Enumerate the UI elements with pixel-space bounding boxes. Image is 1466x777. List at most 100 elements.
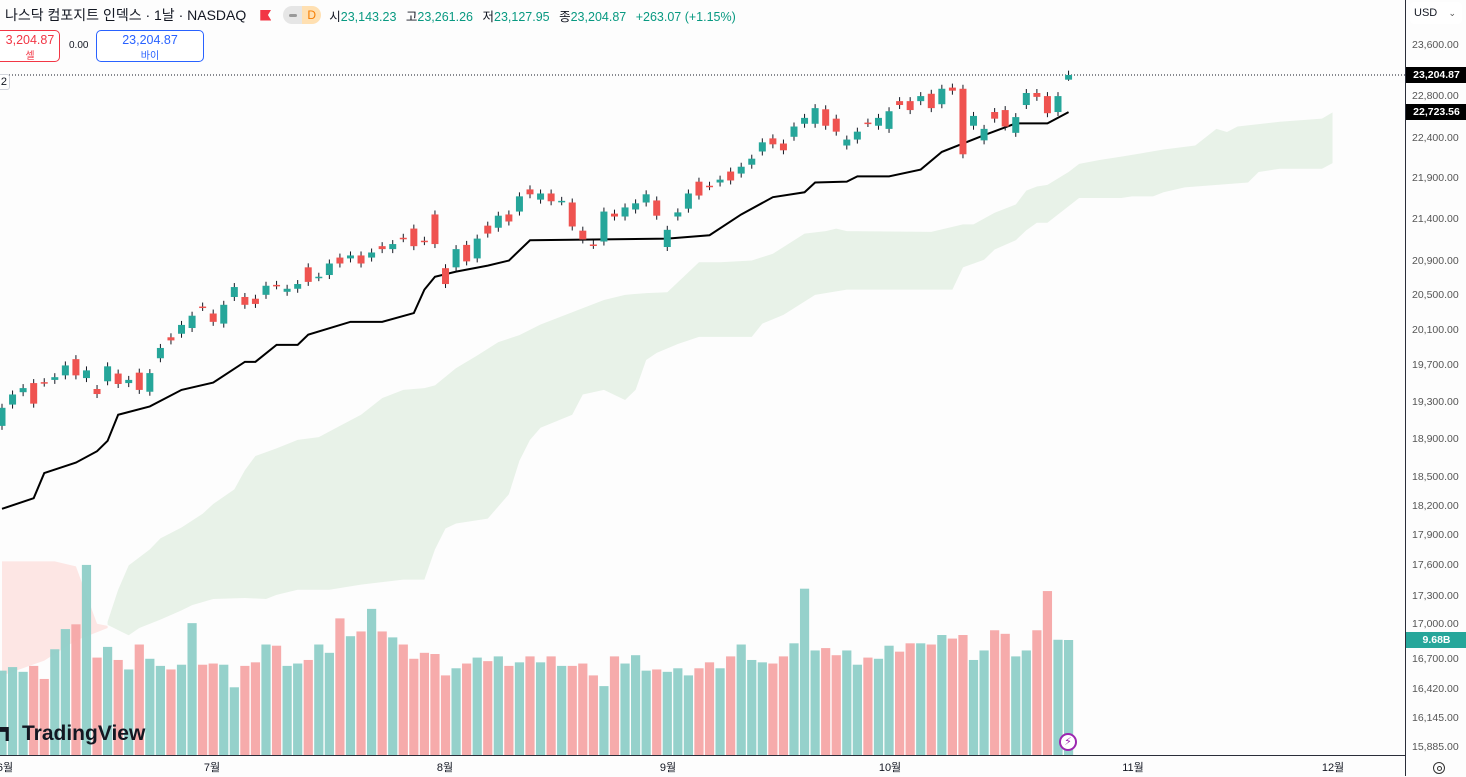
candle-body (621, 207, 629, 217)
change-value: +263.07 (+1.15%) (635, 9, 736, 24)
candle-body (927, 93, 935, 109)
volume-bar (620, 663, 630, 755)
volume-bar (631, 655, 641, 755)
candle-body (262, 285, 270, 295)
indicator-count-badge[interactable]: 2 (0, 74, 10, 90)
candle-body (547, 193, 555, 202)
price-tick: 22,400.00 (1412, 131, 1459, 144)
month-label: 7월 (203, 762, 221, 774)
volume-bar (757, 662, 767, 755)
candle-body (336, 257, 344, 264)
candle-body (748, 158, 756, 165)
candle-body (632, 203, 640, 210)
candle-body (600, 211, 608, 242)
volume-bar (451, 668, 461, 755)
logo-text: TradingView (22, 722, 146, 745)
tradingview-logo[interactable]: TradingView (0, 722, 145, 746)
flag-icon[interactable] (260, 9, 272, 21)
candle-body (684, 193, 692, 209)
ichimoku-cloud-bullish (107, 112, 1333, 636)
chart-area[interactable]: 나스닥 컴포지트 인덱스 · 1날 · NASDAQ D 시23,143.23 … (0, 0, 1405, 755)
candle-body (273, 284, 281, 287)
candle-body (832, 118, 840, 132)
volume-bar (39, 678, 49, 755)
candle-body (315, 276, 323, 279)
volume-bar (50, 649, 60, 755)
volume-bar (842, 650, 852, 755)
volume-bar (905, 643, 915, 755)
volume-bar (704, 662, 715, 755)
candle-body (822, 109, 830, 126)
volume-bar (335, 618, 345, 755)
candle-body (885, 111, 893, 129)
candle-body (431, 214, 439, 245)
settings-icon[interactable] (1433, 762, 1445, 774)
symbol-title[interactable]: 나스닥 컴포지트 인덱스 · 1날 · NASDAQ (5, 7, 247, 23)
volume-bar (198, 664, 208, 755)
candle-body (843, 139, 851, 146)
candle-body (389, 244, 397, 250)
price-axis[interactable]: USD ⌄ 23,600.00 22,800.00 22,400.00 21,900.… (1405, 0, 1466, 776)
price-tick: 17,600.00 (1412, 559, 1459, 572)
symbol-legend: 나스닥 컴포지트 인덱스 · 1날 · NASDAQ D 시23,143.23 … (5, 5, 742, 25)
currency-label: USD (1414, 7, 1438, 19)
volume-bar (124, 669, 134, 755)
candle-body (568, 202, 576, 227)
volume-bar (683, 675, 693, 755)
candle-body (114, 373, 122, 384)
candle-body (663, 229, 671, 248)
candle-body (125, 379, 133, 384)
price-tick: 20,100.00 (1412, 323, 1459, 336)
high-label: 고 (405, 9, 418, 24)
time-axis[interactable]: 6월 7월 8월 9월 10월 11월 12월 (0, 755, 1405, 777)
volume-bar (166, 669, 176, 755)
market-status-letter: D (302, 6, 322, 24)
candle-body (864, 122, 872, 125)
candle-body (1001, 110, 1009, 127)
price-tick: 19,700.00 (1412, 359, 1459, 372)
candle-body (991, 112, 999, 119)
candle-body (494, 215, 502, 228)
price-tick: 20,500.00 (1412, 288, 1459, 301)
volume-bar (662, 671, 672, 755)
volume-bar (187, 623, 197, 755)
volume-bar (229, 687, 239, 755)
minus-icon (283, 6, 303, 24)
price-tick: 23,600.00 (1412, 39, 1459, 51)
volume-bar (578, 663, 588, 755)
ichimoku-cloud-bearish (2, 561, 108, 676)
candle-body (1043, 96, 1051, 114)
volume-bar (525, 656, 535, 755)
candle-body (209, 313, 217, 322)
chevron-down-icon: ⌄ (1448, 8, 1456, 18)
candle-body (167, 337, 175, 341)
price-tick: 18,500.00 (1412, 470, 1459, 483)
candle-body (188, 315, 196, 329)
volume-bar (831, 655, 841, 755)
volume-bar (261, 644, 271, 755)
buy-button[interactable]: 23,204.87 바이 (96, 30, 204, 62)
volume-bar (873, 658, 884, 755)
candle-body (51, 377, 59, 380)
volume-bar (250, 662, 261, 755)
volume-bar (155, 665, 165, 755)
volume-bar (852, 664, 862, 755)
volume-bar (60, 629, 70, 755)
volume-bar (293, 663, 303, 755)
volume-bar (546, 656, 556, 755)
candle-body (304, 267, 312, 282)
volume-value-tag: 9.68B (1406, 632, 1466, 648)
volume-bar (535, 662, 546, 755)
market-status-pill[interactable]: D (283, 6, 322, 24)
candle-body (801, 117, 809, 124)
volume-bar (599, 686, 609, 755)
lightning-icon[interactable]: ⚡ (1059, 733, 1077, 751)
price-chart[interactable] (0, 0, 1405, 755)
low-label: 저 (482, 9, 494, 24)
low-value: 23,127.95 (494, 9, 550, 24)
candle-body (346, 255, 354, 259)
currency-select[interactable]: USD ⌄ (1410, 2, 1462, 24)
volume-bar (1063, 640, 1074, 755)
volume-bar (398, 644, 408, 755)
sell-button[interactable]: 3,204.87 셀 (0, 30, 60, 62)
